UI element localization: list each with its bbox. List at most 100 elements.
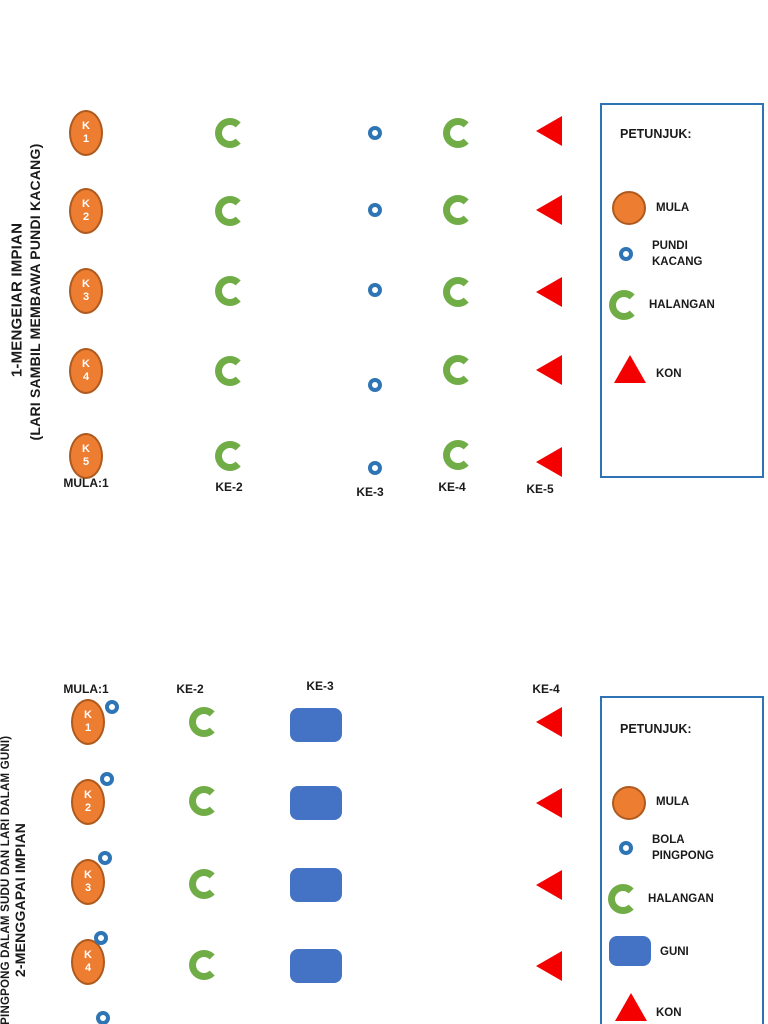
bola-pingpong-icon — [98, 851, 112, 865]
legend-title: PETUNJUK: — [620, 722, 692, 736]
k-letter: K — [82, 120, 90, 133]
column-label-ke4: KE-4 — [532, 682, 560, 696]
legend-label-halangan: HALANGAN — [649, 299, 715, 311]
legend-label-bola-pingpong: BOLA PINGPONG — [652, 834, 714, 862]
bola-pingpong-icon — [100, 772, 114, 786]
mula-marker-k4: K 4 — [71, 939, 105, 985]
column-label-mula1: MULA:1 — [63, 682, 109, 696]
k-letter: K — [82, 358, 90, 371]
kon-cone-icon — [536, 116, 562, 146]
halangan-arc-icon — [215, 118, 245, 148]
mula-marker-k3: K 3 — [71, 859, 105, 905]
k-letter: K — [82, 278, 90, 291]
pundi-kacang-icon — [368, 461, 382, 475]
halangan-arc-icon — [215, 356, 245, 386]
halangan-arc-icon — [608, 884, 638, 914]
k-number: 3 — [84, 882, 92, 894]
k-number: 3 — [82, 291, 90, 303]
k-number: 4 — [84, 962, 92, 974]
legend-box-activity2: PETUNJUK: MULA BOLA PINGPONG HALANGAN GU… — [600, 696, 764, 1024]
legend-label-mula: MULA — [656, 202, 690, 214]
column-label-ke2: KE-2 — [176, 682, 204, 696]
halangan-arc-icon — [215, 196, 245, 226]
k-number: 4 — [82, 371, 90, 383]
k-letter: K — [82, 198, 90, 211]
pundi-kacang-icon — [368, 283, 382, 297]
guni-sack-icon — [609, 936, 651, 966]
k-number: 1 — [84, 722, 92, 734]
k-letter: K — [84, 709, 92, 722]
column-label-ke5: KE-5 — [526, 482, 554, 496]
mula-circle-icon — [612, 786, 646, 820]
k-number: 1 — [82, 133, 90, 145]
guni-sack-icon — [290, 786, 342, 820]
kon-cone-icon — [614, 355, 646, 383]
bola-pingpong-icon — [94, 931, 108, 945]
halangan-arc-icon — [443, 440, 473, 470]
kon-cone-icon — [536, 870, 562, 900]
legend-label-mula: MULA — [656, 796, 690, 808]
mula-marker-k2: K 2 — [69, 188, 103, 234]
halangan-arc-icon — [189, 950, 219, 980]
pundi-kacang-icon — [368, 203, 382, 217]
column-label-ke4: KE-4 — [438, 480, 466, 494]
activity2-title: 2-MENGGAPAI IMPIAN — [12, 822, 28, 978]
column-label-ke2: KE-2 — [215, 480, 243, 494]
halangan-arc-icon — [443, 118, 473, 148]
bola-pingpong-icon — [96, 1011, 110, 1024]
kon-cone-icon — [536, 277, 562, 307]
halangan-arc-icon — [443, 277, 473, 307]
legend-label-halangan: HALANGAN — [648, 893, 714, 905]
k-letter: K — [84, 789, 92, 802]
legend-label-kon: KON — [656, 368, 682, 380]
guni-sack-icon — [290, 949, 342, 983]
halangan-arc-icon — [215, 441, 245, 471]
bola-pingpong-icon — [105, 700, 119, 714]
legend-label-pundi-kacang: PUNDI KACANG — [652, 240, 703, 268]
k-number: 2 — [84, 802, 92, 814]
legend-box-activity1: PETUNJUK: MULA PUNDI KACANG HALANGAN KON — [600, 103, 764, 478]
halangan-arc-icon — [189, 707, 219, 737]
halangan-arc-icon — [443, 355, 473, 385]
kon-cone-icon — [536, 447, 562, 477]
halangan-arc-icon — [609, 290, 639, 320]
kon-cone-icon — [615, 993, 647, 1021]
pundi-kacang-icon — [368, 126, 382, 140]
mula-marker-k1: K 1 — [69, 110, 103, 156]
k-letter: K — [84, 949, 92, 962]
mula-marker-k1: K 1 — [71, 699, 105, 745]
k-letter: K — [82, 443, 90, 456]
guni-sack-icon — [290, 868, 342, 902]
column-label-mula1: MULA:1 — [63, 476, 109, 490]
kon-cone-icon — [536, 951, 562, 981]
mula-marker-k5: K 5 — [69, 433, 103, 479]
halangan-arc-icon — [215, 276, 245, 306]
k-letter: K — [84, 869, 92, 882]
k-number: 5 — [82, 456, 90, 468]
kon-cone-icon — [536, 788, 562, 818]
halangan-arc-icon — [189, 869, 219, 899]
activity1-title: 1-MENGEIAR IMPIAN — [8, 222, 26, 378]
bola-pingpong-icon — [619, 841, 633, 855]
column-label-ke3: KE-3 — [356, 485, 384, 499]
column-label-ke3: KE-3 — [306, 679, 334, 693]
mula-marker-k4: K 4 — [69, 348, 103, 394]
legend-title: PETUNJUK: — [620, 127, 692, 141]
mula-marker-k2: K 2 — [71, 779, 105, 825]
kon-cone-icon — [536, 355, 562, 385]
halangan-arc-icon — [189, 786, 219, 816]
kon-cone-icon — [536, 195, 562, 225]
pundi-kacang-icon — [619, 247, 633, 261]
mula-marker-k3: K 3 — [69, 268, 103, 314]
activity2-subtitle: A PINGPONG DALAM SUDU DAN LARI DALAM GUN… — [0, 735, 12, 1024]
mula-circle-icon — [612, 191, 646, 225]
legend-label-kon: KON — [656, 1007, 682, 1019]
halangan-arc-icon — [443, 195, 473, 225]
guni-sack-icon — [290, 708, 342, 742]
activity1-subtitle: (LARI SAMBIL MEMBAWA PUNDI KACANG) — [27, 143, 43, 441]
legend-label-guni: GUNI — [660, 946, 689, 958]
kon-cone-icon — [536, 707, 562, 737]
k-number: 2 — [82, 211, 90, 223]
pundi-kacang-icon — [368, 378, 382, 392]
